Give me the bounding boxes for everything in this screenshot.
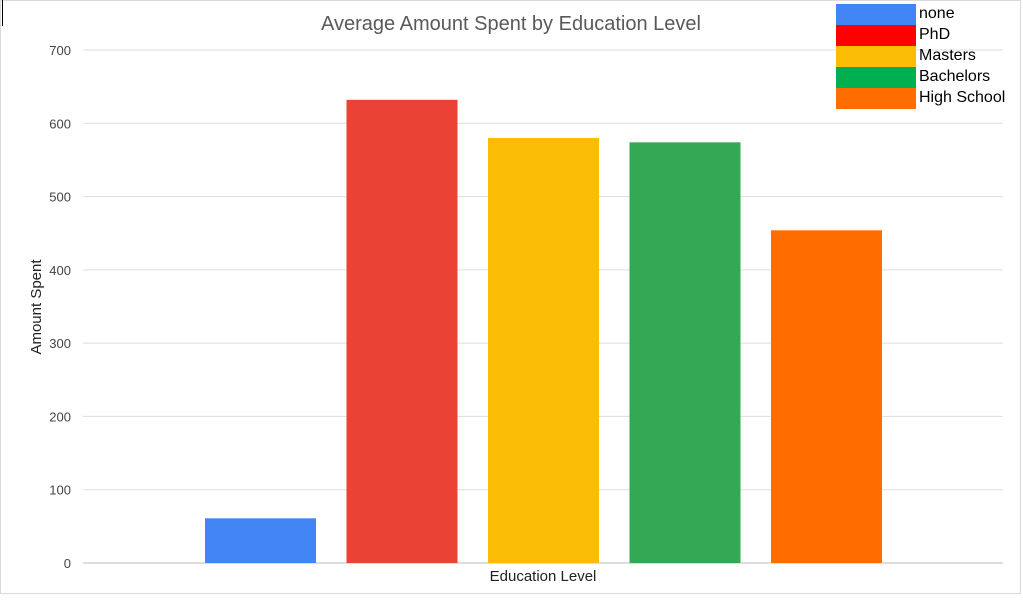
legend: none PhD Masters Bachelors High School xyxy=(836,4,1023,109)
legend-swatch xyxy=(836,25,916,46)
y-tick-label: 100 xyxy=(49,483,71,498)
y-tick-label: 600 xyxy=(49,116,71,131)
legend-label: PhD xyxy=(919,26,951,43)
bar-high-school xyxy=(771,230,882,564)
text-cursor xyxy=(2,0,3,26)
y-tick-label: 700 xyxy=(49,43,71,58)
bar-bachelors xyxy=(629,142,741,563)
legend-item: Masters xyxy=(836,46,1023,67)
legend-swatch xyxy=(836,88,916,109)
y-tick-label: 500 xyxy=(49,190,71,205)
legend-item: Bachelors xyxy=(836,67,1023,88)
legend-item: PhD xyxy=(836,25,1023,46)
bar-phd xyxy=(346,99,458,563)
legend-label: Masters xyxy=(919,47,976,64)
chart-frame xyxy=(0,0,1021,594)
y-tick-labels: 0 100 200 300 400 500 600 700 xyxy=(49,43,71,571)
legend-label: none xyxy=(919,5,955,22)
x-axis-label: Education Level xyxy=(490,568,597,585)
chart-title: Average Amount Spent by Education Level xyxy=(321,13,701,35)
y-tick-label: 400 xyxy=(49,263,71,278)
legend-swatch xyxy=(836,46,916,67)
legend-swatch xyxy=(836,4,916,25)
legend-swatch xyxy=(836,67,916,88)
legend-item: High School xyxy=(836,88,1023,109)
legend-label: High School xyxy=(919,89,1006,106)
y-tick-label: 0 xyxy=(64,556,71,571)
bars xyxy=(205,99,882,564)
y-tick-label: 300 xyxy=(49,336,71,351)
y-axis-label: Amount Spent xyxy=(28,259,45,355)
bar-masters xyxy=(488,137,599,563)
y-tick-label: 200 xyxy=(49,409,71,424)
legend-label: Bachelors xyxy=(919,68,991,85)
legend-item: none xyxy=(836,4,1023,25)
bar-none xyxy=(205,518,316,563)
